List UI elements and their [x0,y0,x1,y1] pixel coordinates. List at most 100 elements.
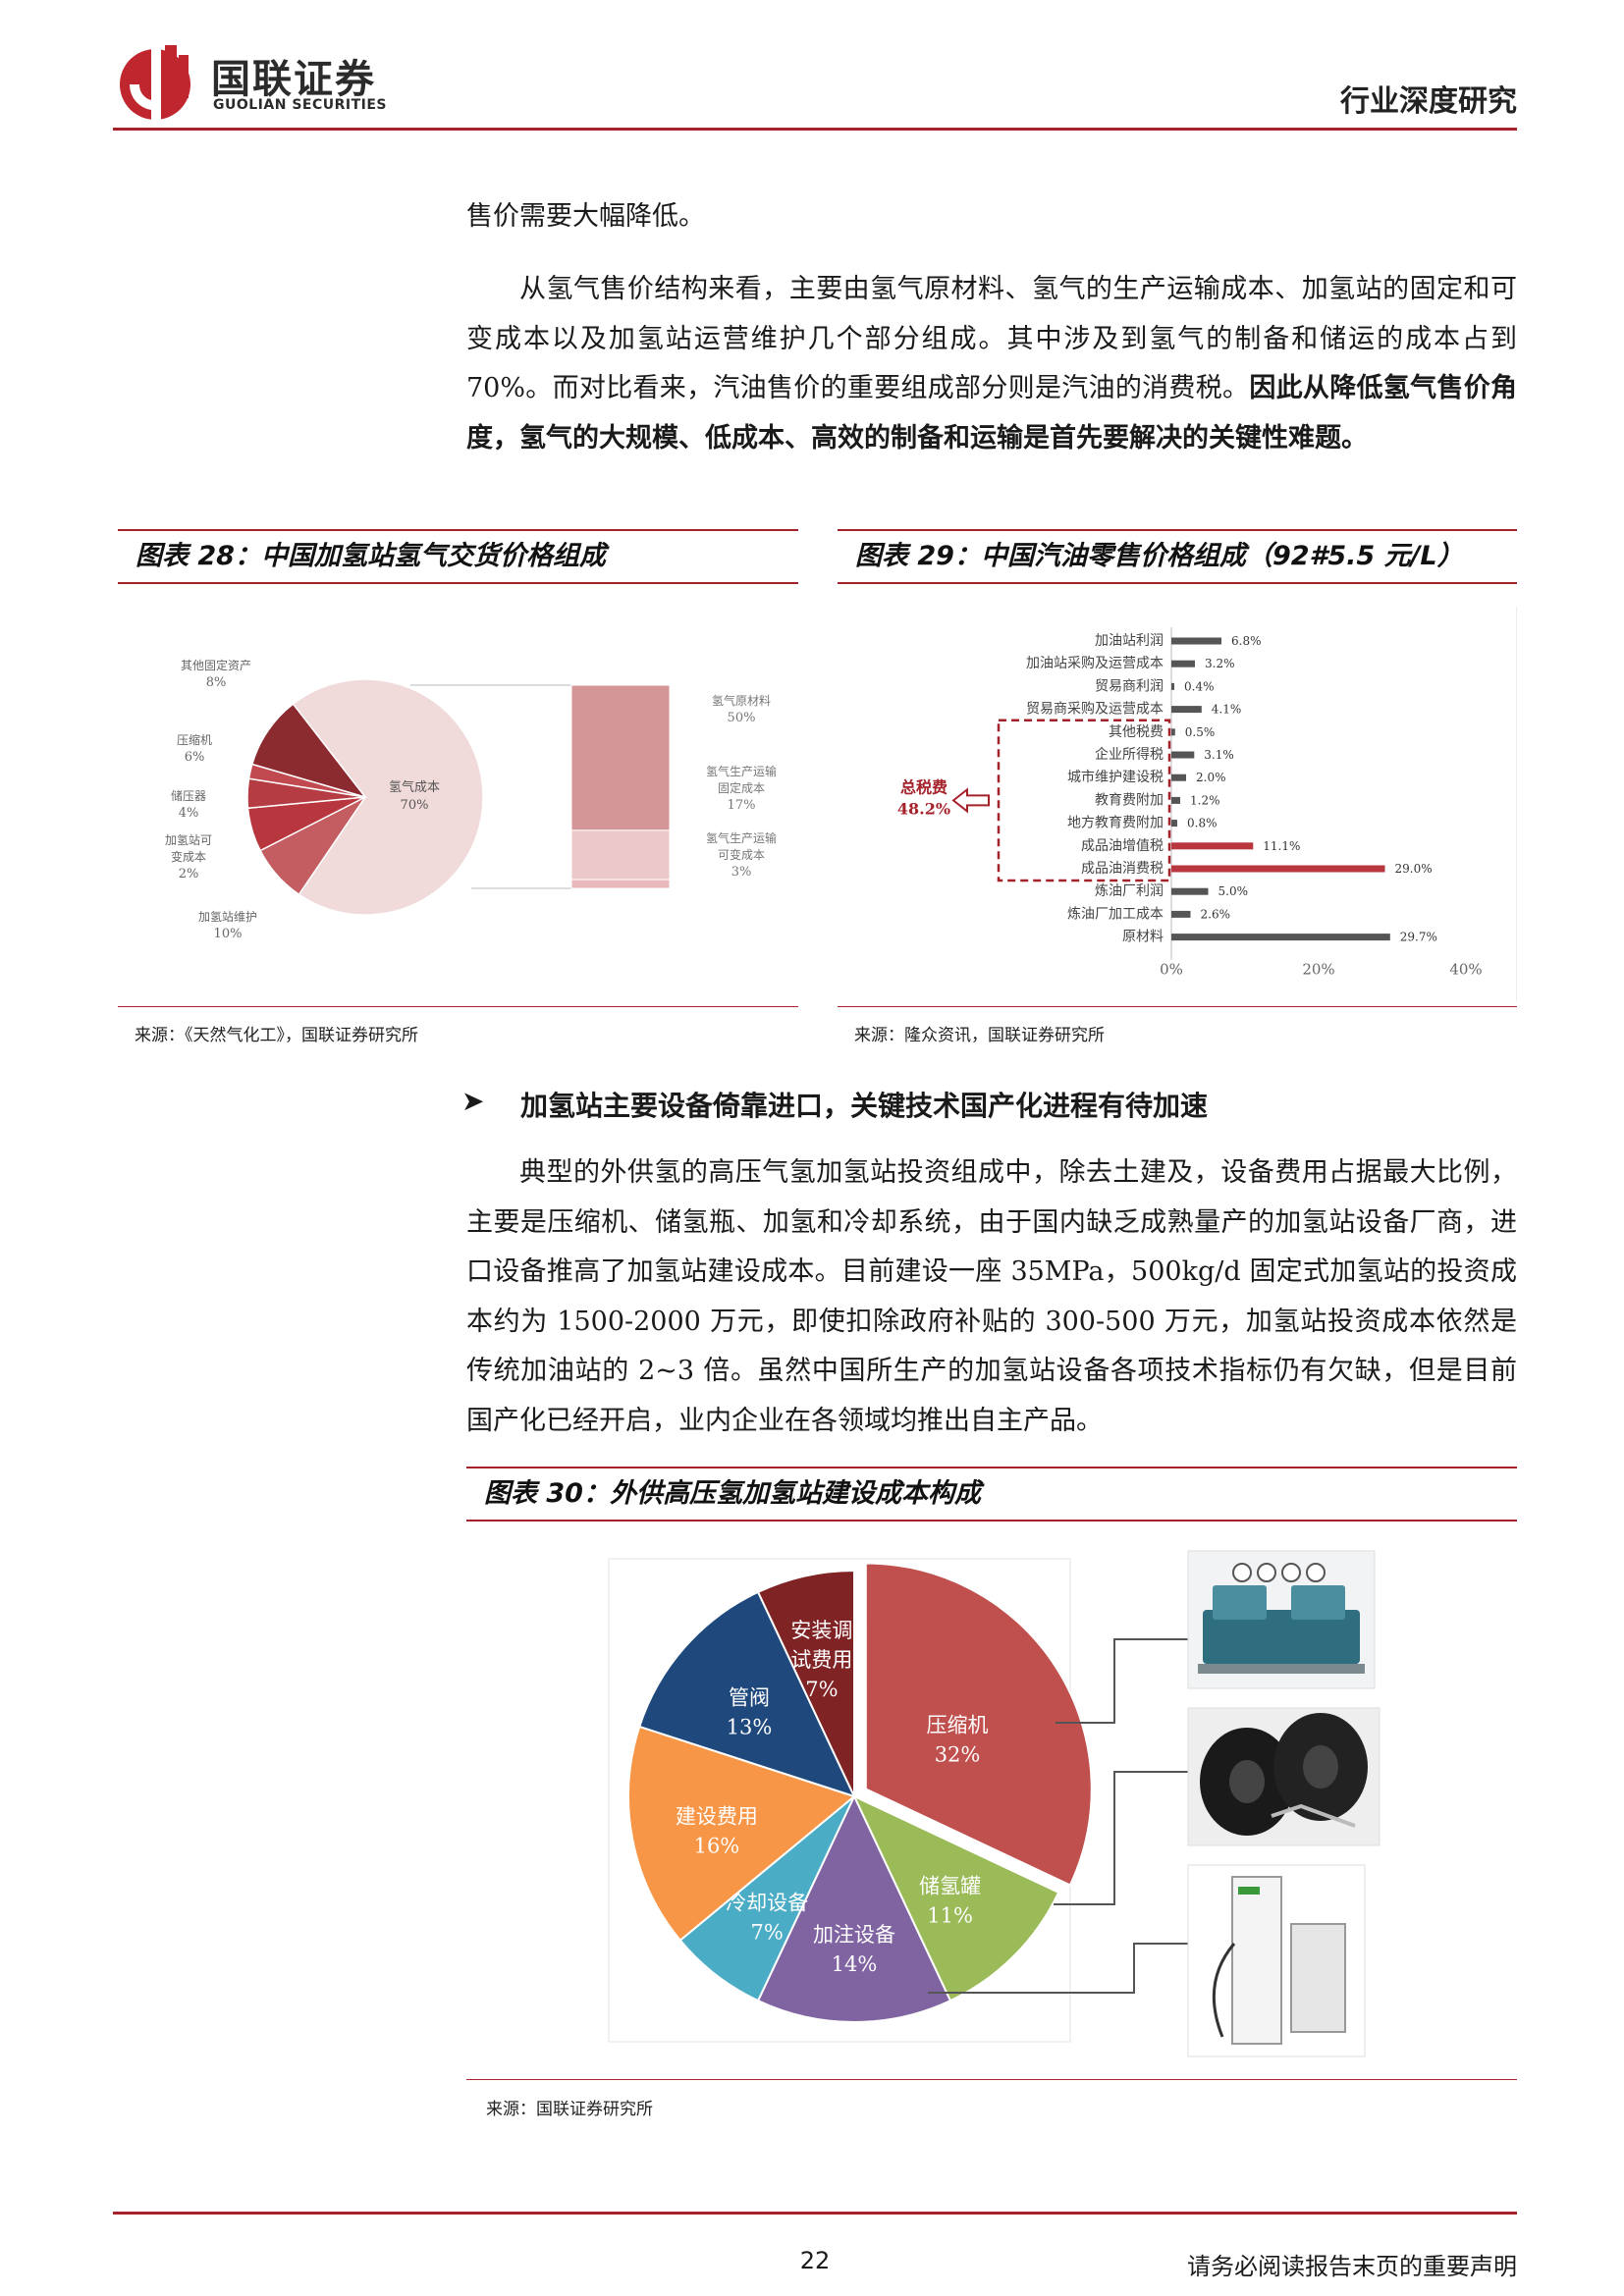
footer-note: 请务必阅读报告末页的重要声明 [1187,2253,1517,2280]
pie-value-label: 32% [935,1742,981,1766]
figure-30-source: 来源：国联证券研究所 [486,2100,653,2119]
figure-29-header: 图表 29：中国汽油零售价格组成（92#5.5 元/L） [838,529,1517,584]
bar-value-label: 2.6% [1201,907,1231,921]
pie-value-label: 7% [751,1920,784,1944]
bar [1171,751,1195,759]
figure-30-chart: 压缩机 32% 储氢罐 11% 加注设备 14% 冷却设备 7% 建设费用 16% 管阀 13% 安装调… [466,1531,1517,2061]
bar-value-label: 6.8% [1231,634,1262,648]
bar [1171,842,1254,850]
bar [1171,682,1174,690]
connector-line [1056,1638,1188,1724]
breakdown-segment [570,684,671,831]
breakdown-segment [570,879,671,889]
pie-slice [756,1569,855,1797]
gauge-icon [1306,1563,1326,1582]
compressor-body-icon [1213,1585,1267,1620]
bar [1171,887,1209,895]
bar [1171,774,1186,781]
breakdown-value-label: 17% [728,798,756,813]
breakdown-value-label: 3% [731,865,752,880]
pie-slice [851,1793,1060,2002]
breakdown-label: 可变成本 [718,847,765,862]
y-tick-label: 城市维护建设税 [1067,769,1164,785]
pie-value-label: 4% [179,806,199,821]
bar [1171,637,1221,645]
pie-label: 试费用 [790,1648,852,1672]
pie-value-label: 16% [694,1835,740,1858]
header-divider [113,128,1517,131]
connector-line [928,1943,1188,1994]
y-tick-label: 贸易商利润 [1095,678,1164,694]
pie-label: 加注设备 [813,1923,895,1947]
breakdown-label: 氢气生产运输 [706,764,777,778]
dispenser-body-icon [1231,1876,1282,2045]
paragraph-2: 从氢气售价结构来看，主要由氢气原材料、氢气的生产运输成本、加氢站的固定和可变成本… [466,265,1517,463]
bar-value-label: 5.0% [1218,884,1249,898]
figure-29-divider [838,1006,1517,1007]
pie-label: 管阀 [729,1686,770,1710]
y-tick-label: 教育费附加 [1095,792,1164,808]
logo-mark-icon [120,45,190,120]
compressor-body-icon [1203,1610,1360,1664]
logo-subtext: GUOLIAN SECURITIES [213,97,387,113]
bar-value-label: 29.7% [1400,931,1437,944]
pie-label: 加氢站维护 [198,909,257,924]
bar-value-label: 29.0% [1395,862,1433,876]
gauge-icon [1232,1563,1252,1582]
bar [1171,660,1195,667]
page-number: 22 [799,2247,831,2274]
compressor-body-icon [1291,1585,1345,1620]
pie-value-label: 2% [179,867,199,881]
pie-slice [864,1562,1093,1887]
pie-value-label: 8% [206,675,227,690]
paragraph-2-text: 从氢气售价结构来看，主要由氢气原材料、氢气的生产运输成本、加氢站的固定和可变成本… [466,274,1517,403]
bar-value-label: 11.1% [1263,839,1300,853]
figure-28-divider [118,1006,798,1007]
gauge-icon [1281,1563,1301,1582]
bar [1171,910,1191,918]
bar-value-label: 3.1% [1204,748,1234,762]
bar [1171,706,1202,714]
tax-total-label: 总税费 [900,777,947,796]
bar-value-label: 0.8% [1187,817,1218,830]
y-tick-label: 其他税费 [1109,724,1164,740]
figure-28-title: 图表 28：中国加氢站氢气交货价格组成 [135,541,606,571]
bar [1171,820,1177,828]
figure-30-divider [466,2079,1517,2080]
y-tick-label: 贸易商采购及运营成本 [1026,702,1164,718]
pie-value-label: 14% [832,1952,878,1976]
pie-value-label: 70% [401,798,429,813]
bar-value-label: 1.2% [1190,793,1220,807]
gauge-icon [1257,1563,1276,1582]
x-tick-label: 40% [1449,961,1482,979]
breakdown-label: 氢气生产运输 [706,830,777,845]
bar-value-label: 3.2% [1205,657,1235,670]
pie-label: 氢气成本 [389,779,440,795]
bar [1171,728,1175,736]
y-tick-label: 加油站采购及运营成本 [1026,656,1164,671]
y-tick-label: 加油站利润 [1095,633,1164,649]
y-tick-label: 地方教育费附加 [1067,816,1164,831]
pie-label: 加氢站可 [165,832,212,847]
figure-28-header: 图表 28：中国加氢站氢气交货价格组成 [118,529,798,584]
logo-text: 国联证券 [211,57,376,102]
logo [116,41,198,124]
figure-29-chart: 加油站利润 6.8% 加油站采购及运营成本 3.2% 贸易商利润 0.4% 贸易商采购及运营… [838,589,1518,1001]
bar [1171,934,1390,941]
pie-label: 变成本 [171,849,206,864]
x-tick-label: 20% [1302,961,1334,979]
pie-label: 建设费用 [676,1805,758,1829]
pie-label: 储氢罐 [919,1875,981,1898]
dispenser-body-icon [1290,1923,1346,2033]
pie-value-label: 6% [185,750,205,765]
breakdown-value-label: 50% [728,711,756,725]
connector-line [1054,1771,1188,1905]
pie-value-label: 10% [214,927,243,941]
figure-30-header: 图表 30：外供高压氢加氢站建设成本构成 [466,1467,1517,1522]
y-tick-label: 原材料 [1122,930,1164,945]
pie-label: 压缩机 [927,1713,989,1736]
dispenser-logo-icon [1238,1887,1260,1895]
pie-slice [250,703,368,799]
pie-label: 压缩机 [177,732,212,747]
pie-slice [627,1725,857,1943]
